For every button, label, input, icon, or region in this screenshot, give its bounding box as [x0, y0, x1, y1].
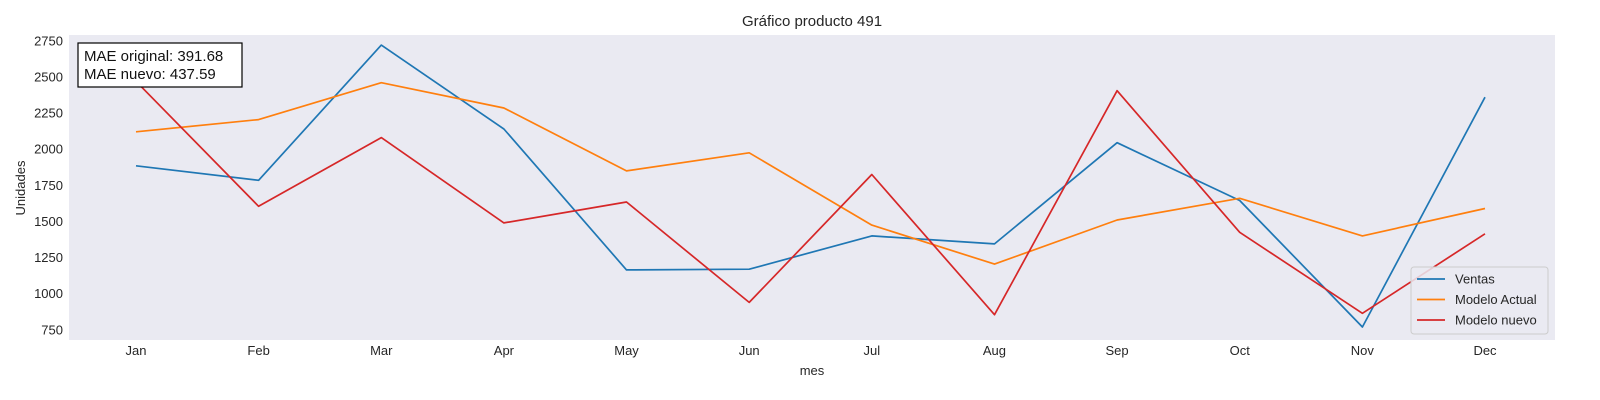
x-tick-label: Oct [1230, 343, 1251, 358]
plot-area [69, 35, 1555, 340]
y-tick-label: 2000 [34, 142, 63, 157]
x-tick-label: Feb [247, 343, 269, 358]
y-axis-ticks: 750 1000 1250 1500 1750 2000 2250 2500 2750 [34, 33, 63, 337]
x-tick-label: Jul [864, 343, 881, 358]
annotation-mae-original: MAE original: 391.68 [84, 48, 223, 65]
x-tick-label: Apr [494, 343, 515, 358]
legend-label-2: Modelo Actual [1455, 292, 1537, 307]
annotation-frame [77, 42, 243, 88]
annotation-mae-nuevo: MAE nuevo: 437.59 [84, 66, 216, 83]
y-tick-label: 1750 [34, 178, 63, 193]
y-tick-label: 2250 [34, 106, 63, 121]
x-tick-label: Nov [1351, 343, 1375, 358]
x-tick-label: Mar [370, 343, 393, 358]
y-tick-label: 2500 [34, 69, 63, 84]
x-axis-label: mes [800, 363, 825, 378]
y-axis-label: Unidades [13, 160, 28, 215]
series-line-3 [135, 80, 1486, 316]
x-tick-label: Jan [126, 343, 147, 358]
legend-frame [1410, 266, 1549, 335]
legend-label-1: Ventas [1455, 272, 1495, 287]
x-tick-label: Dec [1473, 343, 1497, 358]
legend-label-3: Modelo nuevo [1455, 313, 1537, 328]
x-tick-label: May [614, 343, 639, 358]
y-tick-label: 1000 [34, 286, 63, 301]
series-line-2 [135, 81, 1486, 265]
y-tick-label: 2750 [34, 33, 63, 48]
x-tick-label: Sep [1106, 343, 1129, 358]
y-tick-label: 1500 [34, 214, 63, 229]
annotation-box: MAE original: 391.68 MAE nuevo: 437.59 [77, 42, 243, 88]
x-tick-label: Jun [739, 343, 760, 358]
series-line-1 [135, 44, 1486, 328]
legend: Ventas Modelo Actual Modelo nuevo [1410, 266, 1549, 335]
chart-title: Gráfico producto 491 [742, 13, 882, 30]
x-axis-ticks: Jan Feb Mar Apr May Jun Jul Aug Sep Oct Nov Dec [126, 343, 1498, 358]
x-tick-label: Aug [983, 343, 1006, 358]
series-lines [135, 44, 1486, 328]
y-tick-label: 750 [41, 322, 63, 337]
y-tick-label: 1250 [34, 250, 63, 265]
